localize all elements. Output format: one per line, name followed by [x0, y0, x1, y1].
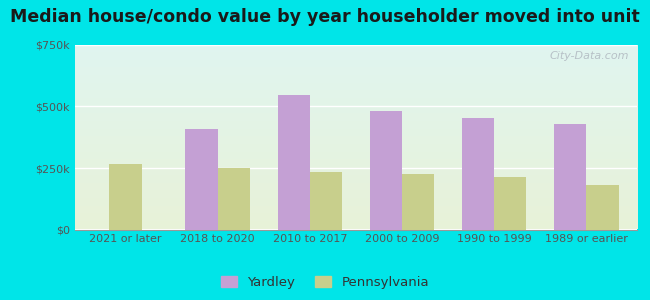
Bar [402, 174, 434, 230]
Bar [310, 172, 342, 230]
Bar [185, 129, 218, 230]
Bar [554, 124, 586, 230]
Bar [109, 164, 142, 230]
Bar [278, 95, 310, 230]
Text: City-Data.com: City-Data.com [549, 50, 629, 61]
Text: Median house/condo value by year householder moved into unit: Median house/condo value by year househo… [10, 8, 640, 26]
Bar [370, 111, 402, 230]
Bar [218, 168, 250, 230]
Bar [462, 118, 494, 230]
Bar [586, 185, 619, 230]
Bar [494, 177, 526, 230]
Legend: Yardley, Pennsylvania: Yardley, Pennsylvania [218, 274, 432, 292]
